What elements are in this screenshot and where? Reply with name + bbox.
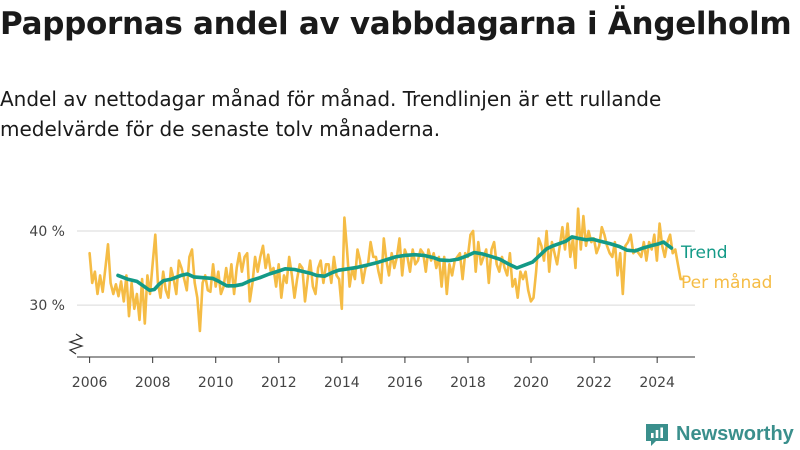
x-tick-label: 2006: [72, 375, 108, 391]
y-tick-label: 30 %: [29, 298, 65, 314]
legend-item-trend: Trend: [680, 243, 728, 263]
axis-break-icon: [68, 333, 84, 355]
series-lines: [88, 207, 685, 333]
page-subtitle: Andel av nettodagar månad för månad. Tre…: [0, 87, 662, 141]
x-tick-label: 2010: [198, 375, 234, 391]
x-tick-label: 2018: [450, 375, 486, 391]
x-tick-label: 2024: [639, 375, 675, 391]
x-tick-label: 2014: [324, 375, 360, 391]
brand-name: Newsworthy: [676, 422, 794, 445]
x-axis-ticks: 2006 2008 2010 2012 2014 2016 2018 2020 2022 2024: [72, 357, 675, 391]
x-axis: [68, 333, 695, 358]
gridlines: [77, 230, 695, 306]
y-axis-ticks: 30 % 40 %: [29, 224, 65, 314]
newsworthy-brand[interactable]: Newsworthy: [644, 420, 794, 448]
x-tick-label: 2020: [513, 375, 549, 391]
y-tick-label: 40 %: [29, 224, 65, 240]
series-line-trend: [116, 235, 674, 293]
series-line-per-manad: [88, 207, 685, 333]
legend: Trend Per månad: [680, 243, 772, 293]
x-tick-label: 2008: [135, 375, 171, 391]
x-tick-label: 2016: [387, 375, 423, 391]
x-tick-label: 2012: [261, 375, 297, 391]
newsworthy-logo-icon: [646, 424, 668, 446]
x-tick-label: 2022: [576, 375, 612, 391]
page-title: Pappornas andel av vabbdagarna i Ängelho…: [0, 6, 792, 42]
legend-item-per-manad: Per månad: [681, 272, 772, 293]
